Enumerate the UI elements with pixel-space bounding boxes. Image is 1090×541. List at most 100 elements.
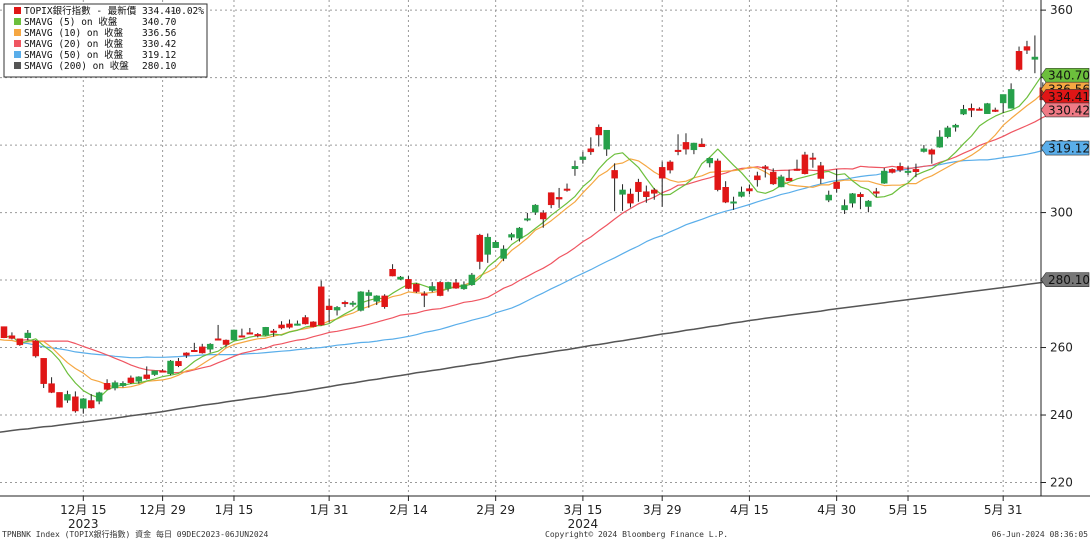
y-tick-label: 260 bbox=[1050, 341, 1073, 355]
legend-series-value: 330.42 bbox=[142, 39, 176, 50]
candle bbox=[920, 145, 928, 153]
candle bbox=[119, 381, 127, 388]
candle bbox=[8, 332, 16, 340]
legend-swatch bbox=[14, 7, 21, 14]
candle-body bbox=[976, 108, 983, 111]
candle bbox=[270, 328, 277, 337]
value-tag-label: 319.12 bbox=[1048, 142, 1090, 156]
candle bbox=[262, 326, 269, 336]
candle bbox=[397, 276, 404, 281]
legend-row: SMAVG (10) on 收盤 336.56 bbox=[14, 27, 177, 39]
candle bbox=[873, 187, 880, 198]
candle bbox=[0, 326, 8, 339]
candle-body bbox=[833, 181, 840, 189]
candle bbox=[785, 169, 793, 182]
candle bbox=[643, 185, 650, 203]
footer-center: Copyright© 2024 Bloomberg Finance L.P. bbox=[545, 530, 728, 539]
candle bbox=[968, 103, 975, 118]
candle-body bbox=[793, 168, 801, 171]
candle-body bbox=[183, 352, 190, 356]
candle bbox=[532, 204, 539, 215]
value-tag-box bbox=[1040, 140, 1090, 156]
candle bbox=[16, 338, 24, 346]
value-tag-box bbox=[1040, 89, 1090, 104]
candle bbox=[405, 276, 412, 290]
candle bbox=[325, 298, 333, 323]
candle-body bbox=[928, 149, 936, 155]
candle-body bbox=[87, 400, 95, 409]
sma200-line bbox=[0, 278, 1067, 433]
candle bbox=[880, 168, 888, 184]
candle bbox=[199, 343, 206, 354]
candle bbox=[48, 377, 55, 394]
candle bbox=[666, 160, 674, 174]
candle-body bbox=[532, 204, 539, 213]
candle-body bbox=[968, 108, 975, 111]
candle-body bbox=[405, 279, 412, 289]
candle-body bbox=[611, 170, 618, 179]
candle-body bbox=[302, 317, 309, 325]
candle-body bbox=[143, 374, 150, 379]
candle-body bbox=[880, 170, 888, 184]
candle-body bbox=[1015, 51, 1023, 70]
candle bbox=[476, 233, 484, 270]
candle-body bbox=[127, 377, 135, 383]
candle-body bbox=[64, 394, 71, 401]
candle bbox=[246, 327, 254, 335]
candle-body bbox=[262, 327, 269, 336]
candle bbox=[825, 190, 832, 203]
candle bbox=[56, 392, 63, 408]
candle bbox=[865, 200, 872, 213]
x-axis: 12月 15 12月 29 1月 15 1月 31 2月 14 2月 29 3月 15 3月 … bbox=[60, 496, 1023, 531]
candle bbox=[801, 151, 809, 175]
candle-body bbox=[801, 154, 809, 175]
candle bbox=[175, 357, 182, 368]
candle-body bbox=[651, 189, 658, 194]
candle bbox=[127, 375, 135, 384]
candle-body bbox=[484, 236, 491, 255]
candle-body bbox=[627, 193, 634, 204]
candle-body bbox=[317, 286, 325, 326]
candle bbox=[183, 352, 190, 358]
candle-body bbox=[397, 276, 404, 280]
legend-series-value: 280.10 bbox=[142, 61, 177, 72]
legend-swatch bbox=[14, 51, 21, 58]
candle-body bbox=[825, 194, 832, 201]
candle bbox=[841, 199, 848, 214]
candle bbox=[627, 188, 634, 208]
candle bbox=[579, 151, 587, 164]
candle bbox=[730, 196, 737, 210]
candle-body bbox=[8, 335, 16, 339]
legend-series-name: SMAVG (50) on 收盤 bbox=[24, 49, 124, 61]
candle bbox=[32, 340, 39, 358]
candle-body bbox=[865, 200, 872, 207]
candle-body bbox=[555, 197, 563, 200]
candle-body bbox=[492, 242, 499, 248]
y-tick-label: 300 bbox=[1050, 206, 1073, 220]
legend-series-change: -0.02% bbox=[170, 6, 205, 17]
value-tag: 280.10 bbox=[1040, 272, 1090, 287]
candle-body bbox=[16, 338, 24, 346]
candle bbox=[571, 160, 579, 176]
candle bbox=[310, 321, 317, 328]
candle bbox=[555, 187, 563, 208]
candle-body bbox=[595, 126, 602, 136]
candle bbox=[690, 142, 698, 155]
candle-body bbox=[310, 321, 317, 327]
x-tick-label: 4月 30 bbox=[817, 503, 856, 517]
x-tick-label: 3月 15 bbox=[564, 503, 603, 517]
candle-body bbox=[999, 94, 1007, 104]
candle bbox=[896, 162, 904, 173]
candle bbox=[191, 342, 198, 352]
legend-swatch bbox=[14, 62, 21, 69]
candle bbox=[373, 295, 380, 306]
candle bbox=[539, 210, 547, 228]
candle bbox=[389, 264, 396, 277]
candle bbox=[944, 125, 951, 139]
candle-body bbox=[56, 392, 63, 408]
x-tick-label: 5月 15 bbox=[889, 503, 928, 517]
candle-body bbox=[547, 192, 555, 206]
candle bbox=[428, 282, 436, 293]
candle bbox=[111, 380, 119, 391]
candle-body bbox=[666, 161, 674, 171]
